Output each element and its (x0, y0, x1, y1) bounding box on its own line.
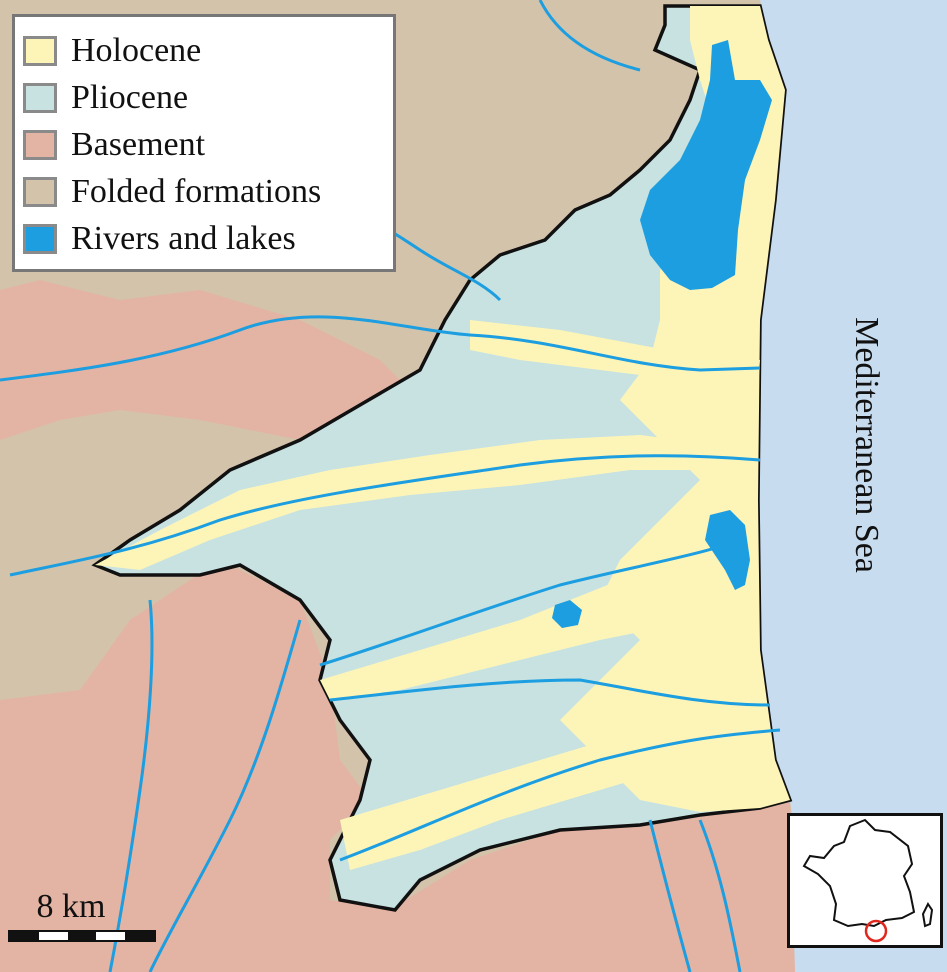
lake-east (705, 510, 750, 590)
basement-zone-west (0, 280, 420, 440)
sea-label: Mediterranean Sea (848, 317, 885, 573)
river-11 (698, 819, 742, 972)
rivers-lakes-swatch (23, 223, 57, 254)
legend: Holocene Pliocene Basement Folded format… (12, 14, 396, 272)
folded-formations-swatch (23, 176, 57, 207)
locator-inset (787, 813, 943, 948)
river-3 (319, 538, 741, 667)
scale-bar: 8 km (8, 888, 158, 942)
scale-bar-graphic (8, 930, 156, 942)
france-outline-icon (802, 818, 934, 943)
holocene-band-north (95, 435, 720, 570)
legend-label: Holocene (71, 31, 202, 69)
river-8 (538, 0, 641, 72)
river-10 (648, 819, 692, 972)
scale-label: 8 km (36, 888, 106, 925)
legend-item-basement: Basement (23, 121, 393, 168)
pliocene-swatch (23, 82, 57, 113)
legend-item-holocene: Holocene (23, 27, 393, 74)
legend-item-rivers: Rivers and lakes (23, 215, 393, 262)
river-5 (339, 728, 781, 862)
river-7 (108, 599, 154, 972)
holocene-band-top (470, 320, 760, 390)
legend-item-pliocene: Pliocene (23, 74, 393, 121)
location-marker (864, 919, 888, 943)
legend-label: Pliocene (71, 78, 189, 116)
legend-label: Folded formations (71, 172, 322, 210)
holocene-swatch (23, 35, 57, 66)
legend-label: Rivers and lakes (71, 219, 296, 257)
river-4 (329, 678, 771, 707)
lake-north (640, 40, 772, 290)
basement-zone-south (0, 560, 795, 972)
basement-swatch (23, 129, 57, 160)
legend-label: Basement (71, 125, 206, 163)
river-2 (9, 454, 761, 577)
holocene-band-mid (320, 560, 740, 700)
rivers (0, 0, 781, 972)
holocene-band-south (340, 700, 770, 870)
river-1 (0, 315, 761, 382)
legend-item-folded: Folded formations (23, 168, 393, 215)
lake-small (552, 600, 582, 628)
river-6 (148, 619, 302, 972)
